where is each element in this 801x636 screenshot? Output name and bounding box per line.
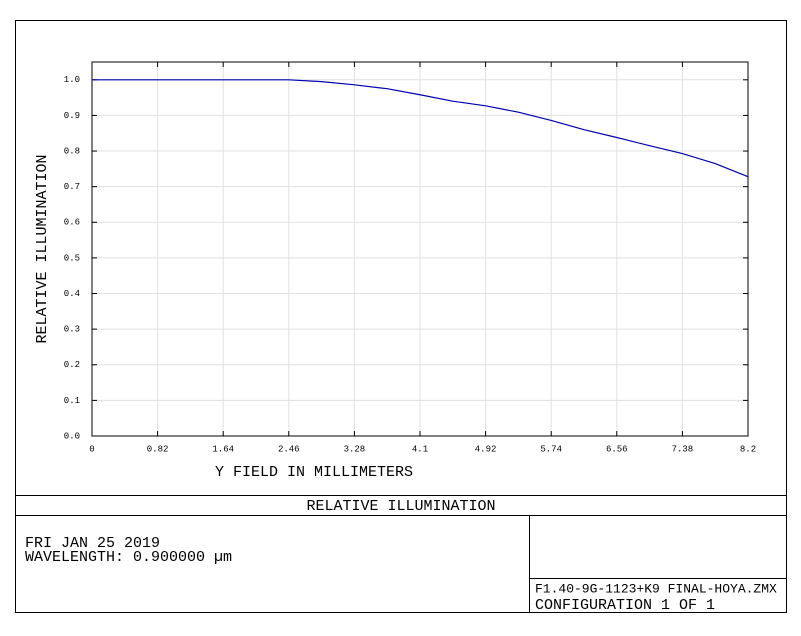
x-tick-label: 8.2 [740,444,756,454]
y-axis-label: RELATIVE ILLUMINATION [34,154,51,343]
y-tick-label: 0.5 [64,253,80,263]
y-tick-label: 1.0 [64,75,80,85]
x-tick-label: 4.1 [412,444,428,454]
x-tick-label: 0.82 [147,444,169,454]
date: FRI JAN 25 2019 [25,535,160,552]
outer-frame [15,20,787,613]
y-tick-label: 0.8 [64,146,80,156]
chart-title: RELATIVE ILLUMINATION [306,498,495,515]
x-tick-label: 7.38 [672,444,694,454]
plot-frame [91,61,749,437]
x-tick-label: 5.74 [540,444,562,454]
y-tick-label: 0.0 [64,431,80,441]
y-tick-label: 0.3 [64,325,80,335]
y-tick-label: 0.7 [64,182,80,192]
y-tick-label: 0.1 [64,396,80,406]
data-line [92,79,749,178]
x-tick-label: 6.56 [606,444,628,454]
x-axis-label: Y FIELD IN MILLIMETERS [215,464,413,481]
configuration: CONFIGURATION 1 OF 1 [535,597,715,614]
x-tick-label: 1.64 [212,444,234,454]
x-tick-label: 0 [89,444,94,454]
y-tick-label: 0.9 [64,111,80,121]
x-tick-label: 2.46 [278,444,300,454]
x-tick-label: 3.28 [344,444,366,454]
file-name: F1.40-9G-1123+K9 FINAL-HOYA.ZMX [535,581,777,596]
y-tick-label: 0.4 [64,289,80,299]
x-tick-label: 4.92 [475,444,497,454]
y-tick-label: 0.6 [64,218,80,228]
wavelength: WAVELENGTH: 0.900000 µm [25,549,232,566]
y-tick-label: 0.2 [64,360,80,370]
